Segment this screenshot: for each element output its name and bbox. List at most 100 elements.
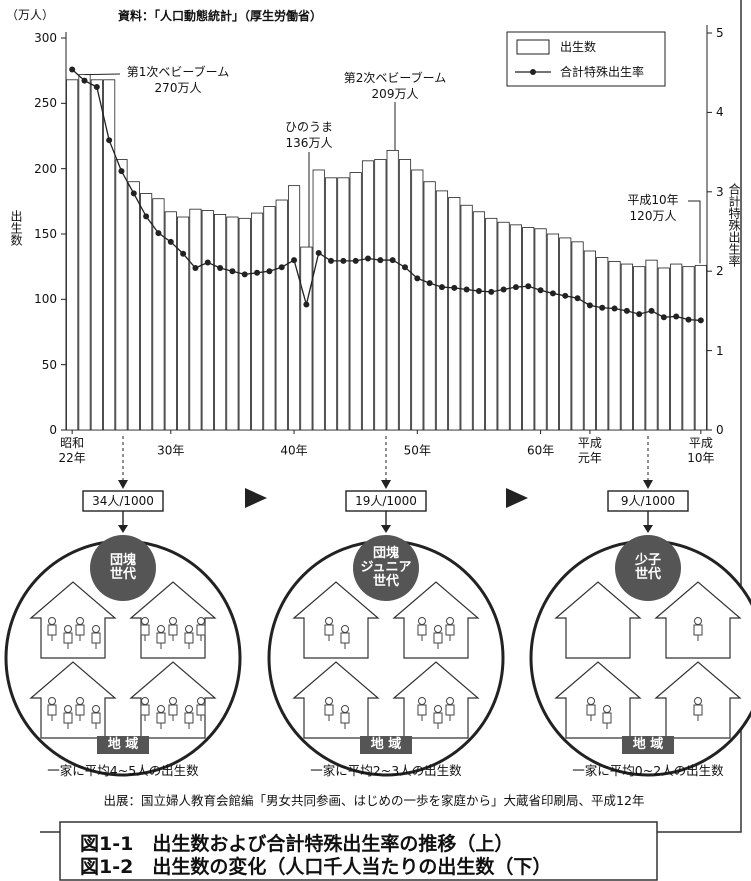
bar bbox=[634, 267, 645, 430]
person-body bbox=[418, 625, 426, 635]
bar bbox=[424, 182, 435, 430]
bar bbox=[621, 264, 632, 430]
bar bbox=[695, 265, 706, 430]
person-head bbox=[326, 698, 333, 705]
person-body bbox=[197, 705, 205, 715]
bar bbox=[190, 209, 201, 430]
person-head bbox=[77, 618, 84, 625]
person-head bbox=[604, 706, 611, 713]
legend-label: 出生数 bbox=[560, 40, 596, 54]
figure-title: 図1-1 出生数および合計特殊出生率の推移（上） bbox=[80, 833, 513, 855]
leader-line bbox=[84, 74, 120, 75]
person-head bbox=[198, 698, 205, 705]
point bbox=[242, 271, 248, 277]
person-body bbox=[157, 633, 165, 643]
bar bbox=[227, 217, 238, 430]
person-body bbox=[92, 713, 100, 723]
person-head bbox=[158, 706, 165, 713]
caption: 一家に平均2~3人の出生数 bbox=[310, 764, 461, 778]
bar bbox=[103, 80, 114, 430]
person-head bbox=[170, 698, 177, 705]
y-tick-label: 100 bbox=[34, 292, 57, 306]
bar bbox=[313, 170, 324, 430]
bar bbox=[214, 214, 225, 430]
arrow-head bbox=[381, 480, 391, 489]
person-head bbox=[142, 698, 149, 705]
point bbox=[291, 257, 297, 263]
point bbox=[266, 268, 272, 274]
bar bbox=[399, 160, 410, 430]
point bbox=[180, 251, 186, 257]
point bbox=[192, 265, 198, 271]
point bbox=[155, 230, 161, 236]
person-body bbox=[76, 625, 84, 635]
arrow-head bbox=[643, 480, 653, 489]
point bbox=[624, 308, 630, 314]
y2-tick-label: 3 bbox=[716, 185, 724, 199]
arrow-head bbox=[381, 525, 391, 533]
point bbox=[686, 317, 692, 323]
point bbox=[365, 255, 371, 261]
legend-swatch bbox=[530, 69, 536, 75]
bar bbox=[597, 258, 608, 430]
person-head bbox=[198, 618, 205, 625]
bar bbox=[584, 251, 595, 430]
point bbox=[94, 84, 100, 90]
point bbox=[303, 302, 309, 308]
source: 資料：「人口動態統計」（厚生労働省） bbox=[118, 9, 322, 23]
person-head bbox=[435, 706, 442, 713]
person-body bbox=[64, 713, 72, 723]
y2-axis-title: 合計特殊出生率 bbox=[727, 183, 741, 267]
point bbox=[488, 289, 494, 295]
person-body bbox=[76, 705, 84, 715]
person-body bbox=[446, 705, 454, 715]
bar bbox=[375, 160, 386, 430]
point bbox=[525, 283, 531, 289]
bar bbox=[609, 261, 620, 430]
bar bbox=[510, 225, 521, 430]
figure-title: 図1-2 出生数の変化（人口千人当たりの出生数（下） bbox=[80, 856, 551, 878]
point bbox=[328, 258, 334, 264]
person-head bbox=[142, 618, 149, 625]
point bbox=[439, 284, 445, 290]
bar bbox=[67, 80, 78, 430]
point bbox=[575, 295, 581, 301]
leader-line bbox=[688, 201, 700, 263]
bar bbox=[461, 205, 472, 430]
bar bbox=[535, 229, 546, 430]
person-head bbox=[93, 626, 100, 633]
diagram-source: 出展：国立婦人教育会館編「男女共同参画、はじめの一歩を家庭から」大蔵省印刷局、平… bbox=[104, 794, 645, 808]
point bbox=[316, 250, 322, 256]
point bbox=[599, 305, 605, 311]
bar bbox=[116, 160, 127, 430]
point bbox=[414, 275, 420, 281]
bar bbox=[646, 260, 657, 430]
bar bbox=[572, 242, 583, 430]
person-head bbox=[186, 626, 193, 633]
bar bbox=[436, 191, 447, 430]
point bbox=[81, 78, 87, 84]
point bbox=[464, 286, 470, 292]
point bbox=[661, 314, 667, 320]
point bbox=[229, 268, 235, 274]
point bbox=[476, 288, 482, 294]
caption: 一家に平均0~2人の出生数 bbox=[572, 764, 723, 778]
person-body bbox=[341, 713, 349, 723]
y-tick-label: 300 bbox=[34, 31, 57, 45]
y-tick-label: 50 bbox=[42, 358, 57, 372]
bar bbox=[325, 178, 336, 430]
person-head bbox=[326, 618, 333, 625]
point bbox=[254, 270, 260, 276]
point bbox=[587, 302, 593, 308]
rate-label: 9人/1000 bbox=[621, 494, 675, 508]
y2-tick-label: 4 bbox=[716, 105, 724, 119]
person-body bbox=[157, 713, 165, 723]
person-head bbox=[447, 618, 454, 625]
bar bbox=[264, 207, 275, 430]
region-label: 地 域 bbox=[633, 738, 664, 752]
y-unit: （万人） bbox=[6, 8, 54, 22]
rate-label: 19人/1000 bbox=[355, 494, 417, 508]
person-head bbox=[65, 626, 72, 633]
bar bbox=[498, 222, 509, 430]
bar bbox=[449, 197, 460, 430]
